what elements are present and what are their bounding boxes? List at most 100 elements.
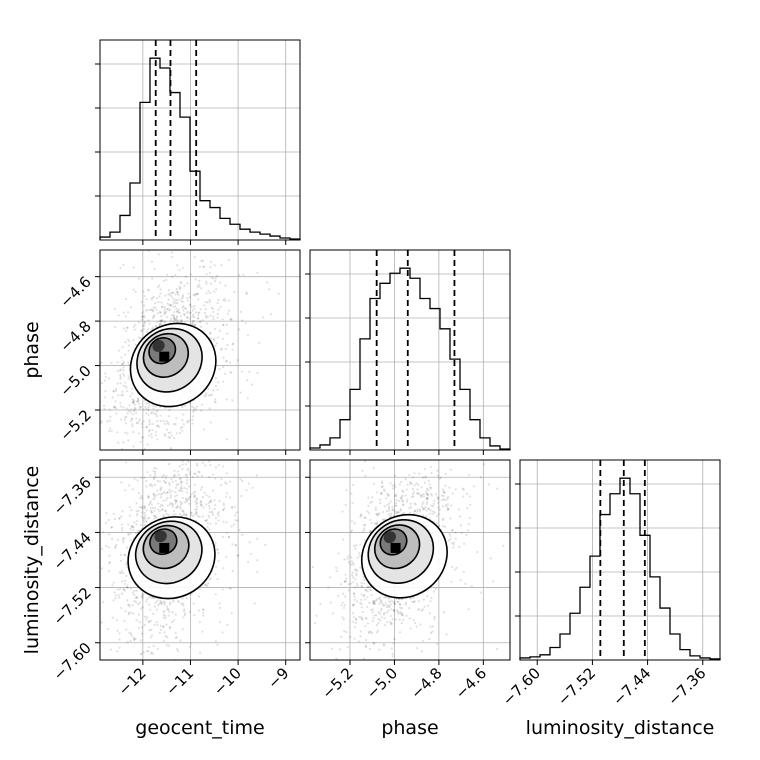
sample-point — [412, 476, 415, 479]
sample-point — [393, 609, 396, 612]
sample-point — [428, 612, 432, 615]
sample-point — [212, 513, 215, 517]
sample-point — [421, 608, 424, 611]
sample-point — [398, 618, 401, 621]
sample-point — [175, 500, 179, 503]
sample-point — [438, 508, 441, 511]
sample-point — [136, 479, 139, 482]
sample-point — [378, 602, 381, 605]
sample-point — [219, 606, 222, 609]
sample-point — [379, 619, 382, 622]
sample-point — [217, 519, 220, 522]
sample-point — [418, 608, 421, 611]
sample-point — [120, 418, 123, 421]
sample-point — [246, 397, 249, 400]
sample-point — [216, 512, 219, 515]
sample-point — [237, 554, 240, 557]
sample-point — [194, 500, 197, 503]
sample-point — [342, 606, 346, 610]
sample-point — [370, 593, 373, 597]
sample-point — [172, 316, 176, 319]
sample-point — [144, 514, 147, 517]
sample-point — [161, 305, 164, 308]
sample-point — [374, 599, 377, 602]
sample-point — [123, 374, 126, 377]
sample-point — [137, 336, 140, 339]
sample-point — [120, 356, 123, 359]
sample-point — [222, 508, 225, 512]
sample-point — [127, 338, 130, 341]
sample-point — [143, 517, 146, 520]
sample-point — [339, 583, 343, 586]
sample-point — [142, 324, 145, 327]
sample-point — [163, 320, 166, 323]
sample-point — [364, 598, 367, 601]
sample-point — [164, 509, 167, 512]
sample-point — [191, 422, 194, 425]
sample-point — [363, 523, 366, 527]
sample-point — [110, 537, 114, 540]
sample-point — [396, 600, 399, 604]
sample-point — [363, 578, 366, 582]
sample-point — [172, 422, 176, 426]
sample-point — [369, 518, 372, 522]
sample-point — [163, 433, 166, 436]
sample-point — [387, 600, 391, 603]
sample-point — [442, 490, 445, 493]
sample-point — [386, 605, 389, 609]
sample-point — [185, 499, 188, 503]
sample-point — [214, 398, 217, 401]
sample-point — [363, 524, 366, 527]
sample-point — [145, 402, 148, 405]
sample-point — [141, 505, 144, 508]
sample-point — [391, 652, 394, 656]
sample-point — [141, 436, 144, 439]
sample-point — [216, 274, 219, 278]
sample-point — [183, 614, 186, 617]
sample-point — [409, 506, 413, 509]
sample-point — [389, 620, 392, 624]
sample-point — [113, 307, 116, 311]
sample-point — [165, 512, 168, 515]
sample-point — [164, 617, 167, 620]
sample-point — [118, 571, 121, 574]
sample-point — [184, 612, 187, 615]
sample-point — [169, 308, 172, 311]
sample-point — [248, 370, 251, 373]
sample-point — [147, 430, 151, 433]
sample-point — [445, 505, 448, 508]
sample-point — [449, 468, 453, 471]
sample-point — [416, 492, 419, 495]
sample-point — [187, 498, 190, 501]
sample-point — [426, 493, 429, 496]
sample-point — [446, 508, 449, 512]
sample-point — [161, 492, 164, 495]
sample-point — [124, 341, 127, 344]
sample-point — [416, 508, 419, 511]
sample-point — [366, 510, 369, 513]
sample-point — [216, 578, 219, 581]
sample-point — [337, 594, 340, 597]
sample-point — [215, 288, 218, 291]
sample-point — [128, 404, 131, 407]
sample-point — [179, 245, 181, 247]
sample-point — [178, 465, 181, 468]
sample-point — [166, 421, 169, 424]
sample-point — [159, 599, 162, 602]
sample-point — [427, 479, 430, 482]
sample-point — [209, 499, 212, 502]
sample-point — [400, 495, 403, 499]
sample-point — [101, 567, 104, 570]
sample-point — [431, 625, 435, 628]
sample-point — [174, 631, 177, 635]
sample-point — [163, 603, 166, 606]
sample-point — [127, 611, 130, 614]
sample-point — [164, 294, 167, 297]
sample-point — [205, 503, 208, 506]
sample-point — [220, 478, 223, 481]
sample-point — [165, 474, 168, 478]
sample-point — [185, 487, 189, 491]
sample-point — [214, 640, 217, 643]
sample-point — [167, 293, 170, 296]
sample-point — [159, 319, 162, 323]
